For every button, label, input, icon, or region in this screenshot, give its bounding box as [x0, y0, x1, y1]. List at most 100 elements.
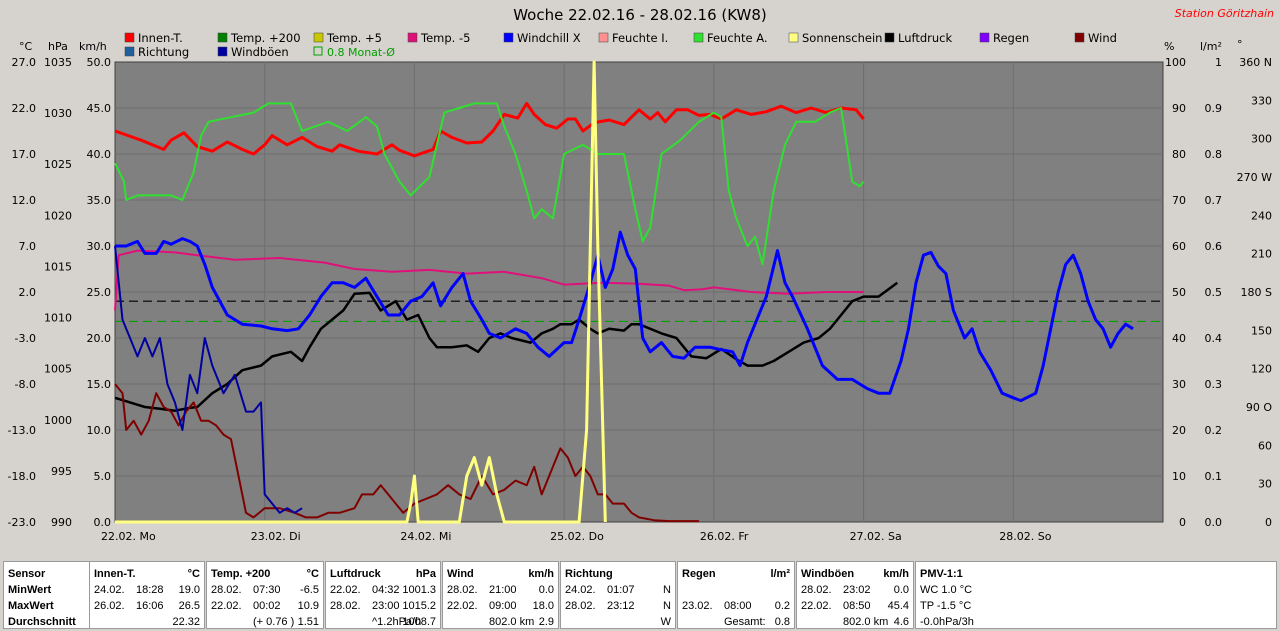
tick-hpa: 1005 [44, 363, 72, 376]
tick-celsius: -23.0 [8, 516, 36, 529]
tick-hpa: 1035 [44, 56, 72, 69]
tick-kmh: 25.0 [87, 286, 112, 299]
tick-kmh: 10.0 [87, 424, 112, 437]
stats-row: (+ 0.76 ) 1.51 [211, 614, 319, 630]
tick-kmh: 30.0 [87, 240, 112, 253]
stats-value: -6.5 [300, 584, 319, 596]
stats-date: 23.02. [682, 600, 713, 612]
stats-unit-text: km/h [883, 568, 909, 580]
stats-block-title: PMV-1:1 [920, 566, 1272, 582]
tick-kmh: 20.0 [87, 332, 112, 345]
stats-row: 28.02. 07:30 -6.5 [211, 582, 319, 598]
chart-title: Woche 22.02.16 - 28.02.16 (KW8) [513, 6, 767, 24]
legend-label: 0.8 Monat-Ø [327, 46, 395, 59]
stats-time: Gesamt: [724, 616, 766, 628]
stats-title-text: Regen [682, 568, 716, 580]
tick-celsius: -13.0 [8, 424, 36, 437]
stats-value: 0.8 [774, 616, 790, 628]
tick-percent: 10 [1172, 470, 1186, 483]
tick-celsius: 17.0 [12, 148, 37, 161]
tick-percent: 90 [1172, 102, 1186, 115]
stats-time: 16:06 [136, 600, 164, 612]
tick-kmh: 15.0 [87, 378, 112, 391]
tick-percent: 60 [1172, 240, 1186, 253]
stats-block-luftdruck: Luftdruck hPa 22.02. 04:32 1001.3 28.02. 23:00… [325, 561, 441, 629]
tick-percent: 20 [1172, 424, 1186, 437]
stats-date: TP -1.5 °C [920, 600, 972, 612]
tick-hpa: 990 [51, 516, 72, 529]
stats-row: 24.02. 18:28 19.0 [94, 582, 200, 598]
stats-value: W [660, 616, 671, 628]
series-sonnenschein [115, 60, 607, 524]
series-windchill-x [115, 230, 1134, 403]
stats-date: 22.02. [801, 600, 832, 612]
tick-rain: 1 [1215, 56, 1222, 69]
stats-title-text: Richtung [565, 568, 613, 580]
stats-time: 00:02 [253, 600, 281, 612]
legend-swatch [693, 32, 704, 43]
unit-rain: l/m² [1200, 40, 1222, 53]
tick-kmh: 50.0 [87, 56, 112, 69]
station-name: Station Göritzhain [1175, 7, 1274, 20]
stats-block-title: Wind km/h [447, 566, 554, 582]
legend-swatch [503, 32, 514, 43]
legend-label: Wind [1088, 31, 1117, 45]
stats-date: -0.0hPa/3h [920, 616, 974, 628]
stats-block-richtung: Richtung 24.02. 01:07 N 28.02. 23:12 N W [560, 561, 676, 629]
tick-rain: 0.7 [1205, 194, 1223, 207]
legend: Innen-T. Temp. +200 Temp. +5 Temp. -5 Windch… [124, 31, 1117, 59]
tick-direction: 180 S [1241, 286, 1272, 299]
stats-date: 28.02. [447, 584, 478, 596]
tick-hpa: 995 [51, 465, 72, 478]
stats-time: 08:00 [724, 600, 752, 612]
stats-time: ^1.2hPa/h [372, 616, 422, 628]
stats-row: 28.02. 21:00 0.0 [447, 582, 554, 598]
grid [115, 62, 1163, 522]
legend-label: Feuchte I. [612, 31, 668, 45]
tick-percent: 30 [1172, 378, 1186, 391]
tick-day: 25.02. Do [550, 530, 604, 543]
legend-label: Temp. -5 [420, 31, 470, 45]
stats-value: N [663, 600, 671, 612]
tick-day: 26.02. Fr [700, 530, 749, 543]
stats-time: 23:12 [607, 600, 635, 612]
stats-value: 1008.7 [402, 616, 436, 628]
tick-day: 24.02. Mi [400, 530, 451, 543]
legend-label: Luftdruck [898, 31, 952, 45]
stats-value: 1.51 [297, 616, 319, 628]
tick-rain: 0.1 [1205, 470, 1223, 483]
stats-row: 802.0 km 2.9 [447, 614, 554, 630]
weather-chart: Woche 22.02.16 - 28.02.16 (KW8) Station … [7, 6, 1275, 543]
tick-kmh: 5.0 [94, 470, 112, 483]
tick-hpa: 1015 [44, 260, 72, 273]
stats-row: W [565, 614, 671, 630]
stats-date: 28.02. [565, 600, 596, 612]
stats-time: 07:30 [253, 584, 281, 596]
stats-row: 26.02. 16:06 26.5 [94, 598, 200, 614]
unit-hpa: hPa [48, 40, 68, 53]
stats-date: 22.02. [211, 600, 242, 612]
tick-rain: 0.2 [1205, 424, 1223, 437]
tick-day: 28.02. So [999, 530, 1051, 543]
unit-percent: % [1164, 40, 1174, 53]
tick-direction: 360 N [1239, 56, 1272, 69]
stats-row: 22.02. 04:32 1001.3 [330, 582, 436, 598]
stats-time: 01:07 [607, 584, 635, 596]
tick-celsius: 7.0 [19, 240, 37, 253]
tick-day: 23.02. Di [251, 530, 301, 543]
stats-value: N [663, 584, 671, 596]
stats-value: 26.5 [178, 600, 200, 612]
tick-hpa: 1025 [44, 158, 72, 171]
stats-time: 23:02 [843, 584, 871, 596]
tick-kmh: 0.0 [94, 516, 112, 529]
legend-swatch [124, 32, 135, 43]
tick-percent: 40 [1172, 332, 1186, 345]
legend-swatch [598, 32, 609, 43]
stats-row: 22.32 [94, 614, 200, 630]
stats-row: 24.02. 01:07 N [565, 582, 671, 598]
tick-percent: 50 [1172, 286, 1186, 299]
tick-rain: 0.6 [1205, 240, 1223, 253]
stats-row: 802.0 km 4.6 [801, 614, 909, 630]
series-windb-en [114, 245, 303, 514]
legend-label: Richtung [138, 45, 189, 59]
